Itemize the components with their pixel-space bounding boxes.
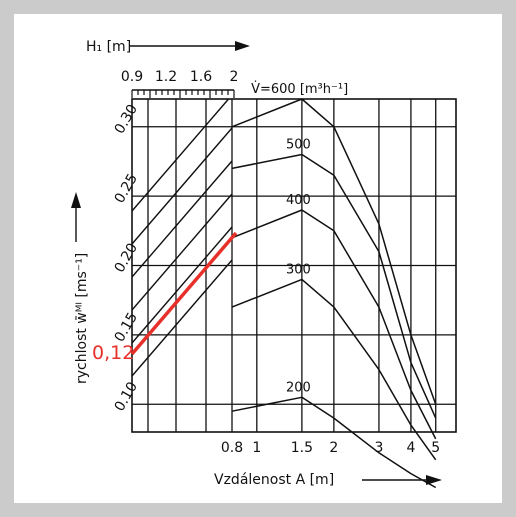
highlight-label: 0,12 xyxy=(92,342,134,364)
diagonal-lines xyxy=(131,98,233,377)
top-tick-label: 1.2 xyxy=(155,69,177,85)
flow-curves: V̇=600 [m³h⁻¹] 500 400 300 200 xyxy=(231,82,437,489)
curve-label: 300 xyxy=(286,262,311,277)
curve-300 xyxy=(231,278,437,461)
top-axis-arrow-head xyxy=(235,41,250,51)
left-axis-arrow-head xyxy=(71,192,81,208)
bottom-tick-label: 2 xyxy=(329,440,338,456)
chart-frame: H₁ [m] 0.9 1.2 1.6 2 V̇=600 [m³h⁻¹] 500 400 30… xyxy=(14,14,502,503)
left-tick-label: 0.30 xyxy=(112,102,141,137)
left-axis-label: rychlost w̄ᴹᴵ [ms⁻¹] xyxy=(74,253,90,384)
top-axis-label: H₁ [m] xyxy=(86,39,131,55)
curve-label: V̇=600 [m³h⁻¹] xyxy=(251,82,348,97)
curve-label: 500 xyxy=(286,138,311,153)
bottom-tick-label: 3 xyxy=(374,440,383,456)
bottom-axis-label: Vzdálenost A [m] xyxy=(214,472,334,488)
grid xyxy=(132,99,456,432)
left-tick-label: 0.15 xyxy=(112,310,141,345)
bottom-tick-label: 1 xyxy=(252,440,261,456)
nomogram-chart: H₁ [m] 0.9 1.2 1.6 2 V̇=600 [m³h⁻¹]50040030… xyxy=(71,39,457,489)
diagonal-line xyxy=(131,259,233,377)
top-tick-label: 0.9 xyxy=(121,69,143,85)
left-tick-label: 0.25 xyxy=(112,171,141,206)
bottom-tick-label: 4 xyxy=(406,440,415,456)
diagonal-line xyxy=(131,160,233,278)
curve-label: 200 xyxy=(286,380,311,395)
top-tick-label: 1.6 xyxy=(190,69,212,85)
left-axis-ticks: 0.10 0.15 0.20 0.25 0.30 xyxy=(112,102,141,414)
curve-200 xyxy=(231,396,437,489)
diagonal-line xyxy=(131,226,233,344)
left-tick-label: 0.20 xyxy=(112,241,141,276)
curve-label: 400 xyxy=(286,193,311,208)
top-axis-ruler xyxy=(131,89,235,98)
diagonal-line xyxy=(131,193,233,311)
curve-v600mh xyxy=(231,98,437,405)
bottom-tick-label: 0.8 xyxy=(221,440,243,456)
bottom-tick-label: 5 xyxy=(431,440,440,456)
top-axis-ticks: 0.9 1.2 1.6 2 xyxy=(121,69,239,85)
curve-500 xyxy=(231,153,437,419)
bottom-axis-arrow-head xyxy=(426,475,442,485)
curve-400 xyxy=(231,209,437,440)
bottom-axis-ticks: 0.8 1 1.5 2 3 4 5 xyxy=(221,440,440,456)
diagonal-line xyxy=(131,127,233,245)
highlight-line xyxy=(130,231,238,356)
bottom-tick-label: 1.5 xyxy=(291,440,313,456)
left-tick-label: 0.10 xyxy=(112,379,141,414)
top-tick-label: 2 xyxy=(230,69,239,85)
diagonal-line xyxy=(131,98,230,212)
